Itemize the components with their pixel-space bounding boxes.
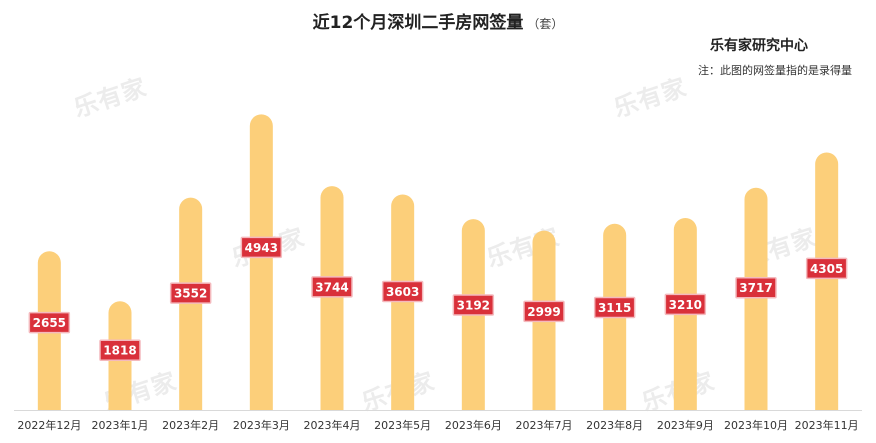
data-label-box [240,236,283,259]
data-label-box [593,296,636,319]
data-label-box [664,293,707,316]
x-tick-label: 2023年4月 [304,418,361,432]
data-label: 3192 [457,299,490,313]
x-tick-label: 2023年9月 [657,418,714,432]
data-label: 3210 [669,298,702,312]
data-label-box [311,276,353,298]
chart-title-unit: （套） [527,17,564,31]
data-label-box [99,339,141,361]
data-label: 1818 [103,344,136,358]
data-label-box [735,276,777,299]
data-label-box [523,300,565,323]
data-label: 2999 [527,305,560,319]
data-label: 3552 [174,287,207,301]
chart-note: 注：此图的网签量指的是录得量 [698,64,852,77]
data-label-box [805,257,848,280]
x-tick-label: 2022年12月 [17,418,81,432]
x-tick-label: 2023年6月 [445,418,502,432]
data-label-box [452,294,495,316]
data-label: 4943 [245,241,278,255]
data-label-box [381,280,424,303]
x-tick-label: 2023年11月 [795,418,859,432]
x-tick-label: 2023年8月 [586,418,643,432]
data-label-box [28,311,71,334]
data-label: 2655 [33,316,66,330]
x-tick-label: 2023年10月 [724,418,788,432]
bar [744,187,768,410]
data-label: 3603 [386,285,419,299]
bar [320,186,344,410]
data-label-box [169,282,212,304]
data-label: 3115 [598,301,631,315]
source-label: 乐有家研究中心 [710,38,808,54]
x-tick-label: 2023年1月 [92,418,149,432]
bar [249,114,273,410]
chart-title: 近12个月深圳二手房网签量 （套） [0,8,876,33]
x-tick-label: 2023年5月 [374,418,431,432]
x-tick-label: 2023年7月 [516,418,573,432]
bar [815,152,839,410]
x-tick-label: 2023年2月 [162,418,219,432]
chart-title-text: 近12个月深圳二手房网签量 [312,13,524,33]
bar [391,194,415,410]
data-label: 3717 [739,281,772,295]
data-label: 3744 [315,280,348,294]
x-tick-label: 2023年3月 [233,418,290,432]
data-label: 4305 [810,262,843,276]
